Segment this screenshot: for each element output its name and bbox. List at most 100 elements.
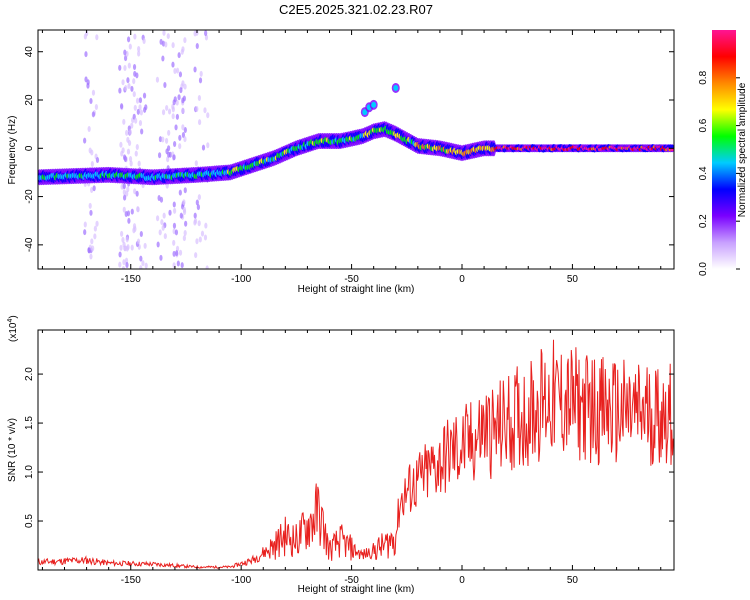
heatmap-cell (193, 212, 197, 219)
heatmap-cell (193, 218, 198, 225)
heatmap-cell (193, 66, 197, 73)
heatmap-cell (180, 262, 184, 269)
heatmap-cell (159, 38, 163, 45)
heatmap-cell (121, 236, 125, 243)
spectrogram-panel: -150 -100 -50 0 50 -40 -20 0 20 40 Height of stra… (7, 29, 675, 295)
heatmap-cell (86, 82, 90, 89)
heatmap-cell (194, 252, 198, 259)
heatmap-cell (130, 244, 134, 251)
heatmap-cell (167, 108, 172, 115)
x-tick-label: -50 (344, 575, 359, 586)
colorbar-tick-label: 0.2 (698, 214, 709, 228)
heatmap-cell (87, 247, 91, 254)
spectrogram-x-axis-label: Height of straight line (km) (298, 284, 415, 295)
heatmap-cell (123, 49, 127, 56)
heatmap-cell (199, 70, 203, 77)
x-tick-label: 50 (567, 274, 579, 285)
heatmap-cell (132, 91, 136, 98)
heatmap-cell (137, 160, 141, 167)
x-tick-label: 50 (567, 575, 579, 586)
heatmap-cell (171, 42, 175, 49)
heatmap-cell (123, 155, 128, 162)
heatmap-cell (88, 147, 92, 154)
heatmap-cell (165, 182, 169, 189)
heatmap-cell (136, 238, 141, 245)
heatmap-cell (182, 235, 186, 242)
heatmap-cell (178, 249, 183, 256)
snr-y-axis-label: SNR (10 * v/v) (7, 418, 18, 482)
heatmap-cell (181, 46, 185, 53)
heatmap-cell (198, 236, 202, 243)
heatmap-cell (195, 199, 199, 206)
heatmap-cell (178, 134, 182, 141)
heatmap-cell (121, 265, 126, 269)
heatmap-cell (91, 111, 95, 118)
heatmap-cell (93, 225, 97, 232)
heatmap-cell (123, 55, 128, 62)
heatmap-cell (95, 220, 99, 227)
heatmap-cell (132, 64, 137, 71)
colorbar-tick-label: 0.0 (698, 262, 709, 276)
heatmap-cell (181, 97, 185, 104)
heatmap-cell (204, 30, 208, 37)
heatmap-cell (183, 187, 187, 194)
heatmap-cell (176, 260, 180, 267)
x-tick-label: -100 (231, 575, 251, 586)
heatmap-cell (172, 99, 176, 106)
heatmap-cell (195, 238, 199, 245)
heatmap-cell (195, 42, 199, 49)
heatmap-cell (197, 94, 201, 101)
heatmap-cell (143, 242, 147, 249)
heatmap-cell (158, 136, 163, 143)
heatmap-cell (183, 136, 187, 143)
heatmap-cell (136, 108, 140, 115)
x-tick-label: -50 (344, 274, 359, 285)
heatmap-cell (137, 45, 141, 52)
heatmap-cell (135, 97, 140, 104)
heatmap-cell (177, 94, 181, 101)
y-tick-label: 2.0 (24, 367, 35, 381)
heatmap-cell (171, 103, 175, 110)
heatmap-cell (371, 101, 377, 108)
heatmap-cell (179, 212, 183, 219)
heatmap-cell (173, 140, 177, 147)
heatmap-cell (184, 220, 188, 227)
heatmap-cell (166, 156, 170, 163)
heatmap-cell (83, 33, 87, 40)
colorbar-scale (712, 30, 736, 269)
heatmap-cell (118, 251, 122, 258)
heatmap-cell (155, 76, 160, 83)
heatmap-cell (206, 142, 210, 149)
heatmap-cell (144, 262, 148, 269)
heatmap-cell (156, 215, 160, 222)
y-tick-label: 1.5 (24, 416, 35, 430)
y-tick-label: 1.0 (24, 465, 35, 479)
heatmap-cell (118, 64, 122, 71)
x-tick-label: 0 (459, 274, 465, 285)
heatmap-cell (164, 137, 169, 144)
heatmap-cell (122, 241, 126, 248)
heatmap-cell (139, 109, 143, 116)
snr-series-line (38, 339, 674, 569)
heatmap-cell (203, 234, 208, 241)
heatmap-cell (92, 185, 96, 192)
heatmap-cell (122, 259, 126, 266)
heatmap-cell (197, 119, 202, 126)
heatmap-cell (125, 262, 129, 269)
heatmap-cell (132, 223, 137, 230)
heatmap-cell (182, 206, 187, 213)
heatmap-cell (173, 207, 177, 214)
heatmap-cell (163, 233, 167, 240)
colorbar-tick-label: 0.8 (698, 70, 709, 84)
heatmap-cell (172, 201, 176, 208)
snr-x-axis-label: Height of straight line (km) (298, 584, 415, 595)
heatmap-cell (139, 255, 143, 262)
heatmap-cell (130, 85, 134, 92)
heatmap-cell (175, 67, 180, 74)
heatmap-cell (133, 188, 137, 195)
heatmap-cell (95, 34, 99, 41)
heatmap-cell (205, 265, 209, 269)
heatmap-cell (132, 78, 136, 85)
heatmap-cell (200, 230, 205, 237)
